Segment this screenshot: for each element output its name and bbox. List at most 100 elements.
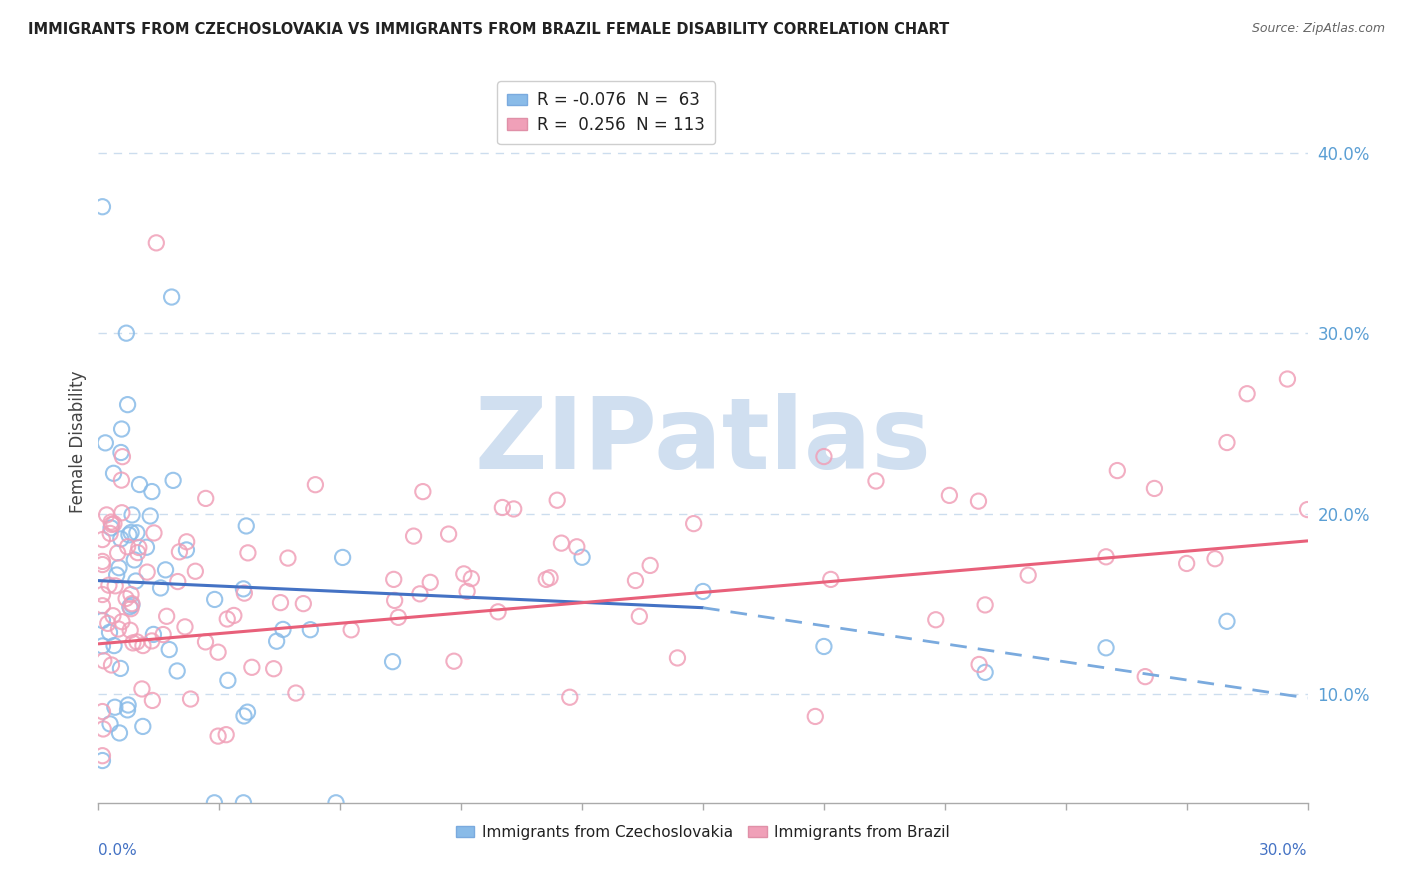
Point (538, 571, 561, 585)
Point (1216, 615, 1239, 629)
Point (332, 550, 354, 565)
Point (217, 612, 239, 626)
Point (382, 573, 405, 587)
Point (120, 587, 142, 601)
Point (105, 568, 128, 582)
Point (1204, 551, 1226, 566)
Point (100, 521, 122, 535)
Point (938, 488, 960, 502)
Point (128, 541, 150, 555)
Point (277, 551, 299, 566)
Point (98, 717, 121, 731)
Point (91, 705, 114, 719)
Point (142, 627, 165, 641)
Point (1135, 670, 1157, 684)
Point (100, 515, 122, 529)
Point (967, 494, 990, 508)
Text: Source: ZipAtlas.com: Source: ZipAtlas.com (1251, 22, 1385, 36)
Point (974, 598, 997, 612)
Point (384, 593, 406, 607)
Point (166, 664, 188, 678)
Point (813, 450, 835, 464)
Point (180, 692, 202, 706)
Point (107, 546, 129, 560)
Point (550, 536, 572, 550)
Point (108, 560, 131, 574)
Point (169, 545, 191, 559)
Point (194, 491, 217, 506)
Point (111, 450, 134, 464)
Point (97, 578, 120, 592)
Point (103, 516, 125, 531)
Point (402, 529, 425, 543)
Point (1216, 435, 1239, 450)
Point (118, 528, 141, 542)
Point (804, 709, 827, 723)
Point (143, 525, 166, 540)
Point (1236, 386, 1258, 401)
Point (156, 609, 179, 624)
Point (91, 639, 114, 653)
Point (91, 722, 114, 736)
Point (131, 681, 153, 696)
Point (207, 729, 229, 743)
Point (340, 623, 363, 637)
Point (682, 516, 704, 531)
Point (125, 635, 148, 649)
Point (117, 703, 139, 717)
Point (155, 563, 177, 577)
Point (176, 534, 198, 549)
Point (110, 473, 132, 487)
Point (820, 573, 842, 587)
Point (136, 565, 159, 579)
Point (132, 639, 155, 653)
Point (325, 796, 347, 810)
Point (125, 574, 148, 588)
Point (94, 435, 117, 450)
Point (141, 693, 163, 707)
Point (967, 657, 990, 672)
Point (491, 500, 513, 515)
Point (235, 519, 257, 533)
Point (97, 616, 120, 631)
Point (534, 573, 557, 587)
Point (409, 587, 432, 601)
Point (110, 661, 132, 675)
Point (110, 532, 132, 546)
Point (160, 290, 183, 304)
Point (117, 540, 139, 554)
Point (865, 474, 887, 488)
Point (120, 601, 142, 615)
Point (419, 575, 441, 590)
Point (692, 584, 714, 599)
Point (166, 574, 188, 589)
Point (157, 642, 180, 657)
Point (139, 508, 162, 523)
Point (207, 645, 229, 659)
Point (111, 615, 134, 629)
Point (132, 719, 155, 733)
Point (666, 651, 689, 665)
Point (117, 398, 139, 412)
Point (121, 598, 143, 612)
Point (111, 506, 134, 520)
Point (437, 527, 460, 541)
Point (122, 553, 145, 567)
Point (96, 508, 118, 522)
Point (91, 558, 114, 572)
Point (93, 654, 115, 668)
Point (502, 502, 524, 516)
Point (110, 422, 132, 436)
Point (1095, 640, 1118, 655)
Text: 0.0%: 0.0% (98, 843, 138, 857)
Point (233, 709, 256, 723)
Point (486, 605, 509, 619)
Point (217, 673, 239, 688)
Point (1017, 568, 1039, 582)
Point (222, 608, 245, 623)
Point (204, 592, 226, 607)
Point (115, 591, 138, 606)
Point (176, 543, 198, 558)
Point (104, 579, 127, 593)
Point (91, 599, 114, 613)
